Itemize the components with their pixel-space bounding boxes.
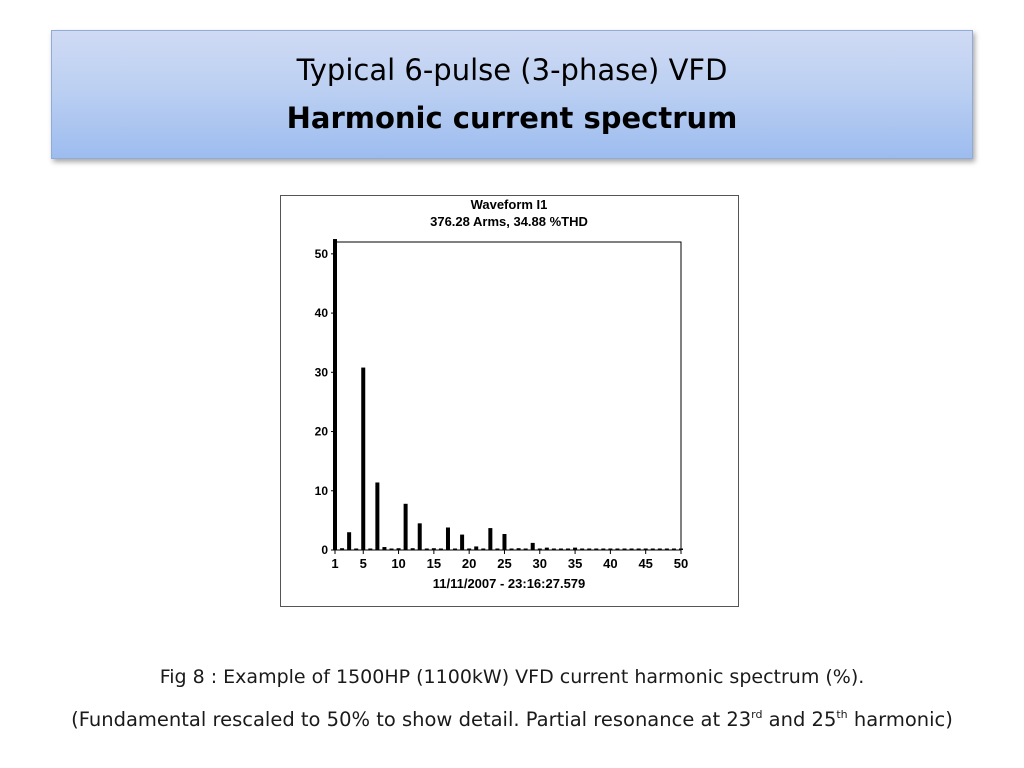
harmonic-bar-42	[622, 548, 627, 550]
harmonic-bar-12	[410, 548, 415, 550]
harmonic-bar-43	[629, 548, 634, 550]
harmonic-bar-21	[474, 546, 479, 550]
slide-title: Typical 6-pulse (3-phase) VFD	[296, 53, 728, 87]
figure-caption-line1: Fig 8 : Example of 1500HP (1100kW) VFD c…	[159, 666, 865, 688]
harmonic-bar-35	[573, 547, 578, 550]
harmonic-bar-29	[530, 542, 535, 550]
harmonic-spectrum-chart: Waveform I1 376.28 Arms, 34.88 %THD 0 10 2…	[315, 197, 689, 591]
x-tick-label: 50	[674, 556, 688, 571]
harmonic-bar-25	[502, 534, 507, 550]
harmonic-bar-6	[368, 548, 373, 550]
x-tick-label: 30	[533, 556, 547, 571]
harmonic-bar-11	[403, 503, 408, 550]
x-tick-label: 45	[638, 556, 652, 571]
harmonic-bar-41	[615, 548, 620, 550]
harmonic-bar-26	[509, 548, 514, 550]
harmonic-bar-39	[601, 548, 606, 550]
harmonic-bar-23	[488, 528, 493, 550]
caption-superscript-th: th	[836, 708, 848, 721]
y-tick-label: 30	[315, 365, 329, 379]
harmonic-bar-5	[361, 367, 366, 550]
harmonic-bar-24	[495, 548, 500, 550]
chart-subtitle: 376.28 Arms, 34.88 %THD	[430, 214, 588, 229]
harmonic-bar-47	[657, 548, 662, 550]
caption-superscript-rd: rd	[751, 708, 763, 721]
caption-text-b: and 25	[762, 708, 837, 731]
harmonic-bar-49	[671, 548, 676, 550]
figure-caption-line2: (Fundamental rescaled to 50% to show det…	[0, 708, 1024, 731]
harmonic-bar-48	[664, 548, 669, 550]
harmonic-bar-34	[566, 548, 571, 550]
harmonic-bar-13	[417, 523, 422, 550]
harmonic-bar-46	[650, 548, 655, 550]
harmonic-bar-20	[467, 548, 472, 550]
y-tick-label: 10	[315, 484, 329, 498]
chart-frame: Waveform I1 376.28 Arms, 34.88 %THD 0 10 2…	[280, 195, 739, 607]
x-tick-label: 10	[391, 556, 405, 571]
harmonic-bar-3	[347, 532, 352, 550]
y-tick-label: 0	[321, 543, 328, 557]
harmonic-bar-17	[445, 527, 450, 550]
harmonic-bar-8	[382, 547, 387, 550]
harmonic-bar-16	[438, 548, 443, 550]
harmonic-bar-15	[431, 548, 436, 550]
harmonic-bar-27	[516, 548, 521, 550]
harmonic-bar-40	[608, 548, 613, 550]
x-axis: 1 5 10 15 20 25 30 35 40 45 50	[331, 550, 688, 571]
harmonic-bar-37	[587, 548, 592, 550]
plot-area	[334, 241, 682, 551]
y-tick-label: 40	[315, 306, 329, 320]
harmonic-bar-9	[389, 548, 394, 550]
x-tick-label: 35	[568, 556, 582, 571]
harmonic-bar-38	[594, 548, 599, 550]
harmonic-bar-32	[551, 548, 556, 550]
x-tick-label: 40	[603, 556, 617, 571]
chart-timestamp: 11/11/2007 - 23:16:27.579	[433, 576, 586, 591]
harmonic-bar-28	[523, 548, 528, 550]
harmonic-bar-7	[375, 482, 380, 550]
chart-title: Waveform I1	[471, 197, 548, 212]
harmonic-bar-1	[333, 239, 337, 550]
harmonic-bar-36	[580, 548, 585, 550]
slide-title-box: Typical 6-pulse (3-phase) VFD Harmonic c…	[51, 30, 973, 159]
x-tick-label: 15	[427, 556, 441, 571]
x-tick-label: 1	[331, 556, 338, 571]
harmonic-bar-10	[396, 548, 401, 550]
harmonic-bar-45	[643, 548, 648, 550]
harmonic-bar-31	[544, 547, 549, 550]
harmonic-bar-22	[481, 548, 486, 550]
harmonic-bar-14	[424, 548, 429, 550]
y-tick-label: 50	[315, 247, 329, 261]
harmonic-bar-33	[558, 548, 563, 550]
harmonic-bar-18	[453, 548, 458, 550]
y-axis: 0 10 20 30 40 50	[315, 247, 335, 557]
caption-text-a: (Fundamental rescaled to 50% to show det…	[71, 708, 752, 731]
harmonic-bar-44	[636, 548, 641, 550]
harmonic-bar-2	[340, 548, 345, 550]
harmonic-bar-50	[679, 548, 683, 550]
caption-text-c: harmonic)	[847, 708, 953, 731]
harmonic-bar-4	[354, 548, 359, 550]
harmonic-bar-30	[537, 548, 542, 550]
slide-subtitle: Harmonic current spectrum	[286, 101, 738, 135]
y-tick-label: 20	[315, 425, 329, 439]
x-tick-label: 25	[497, 556, 511, 571]
x-tick-label: 5	[360, 556, 367, 571]
harmonic-bar-19	[460, 534, 465, 550]
x-tick-label: 20	[462, 556, 476, 571]
bar-series	[333, 239, 683, 550]
